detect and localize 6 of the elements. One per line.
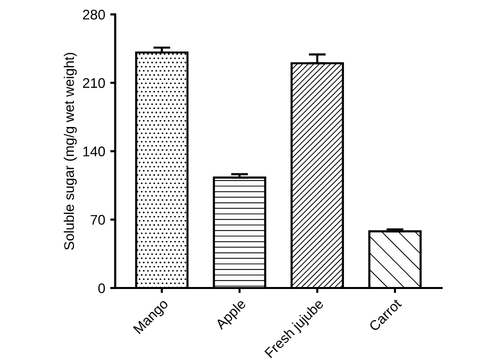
y-axis-title: Soluble sugar (mg/g wet weight) [64,52,77,250]
y-tick-label: 140 [83,146,105,156]
y-tick-label: 70 [90,214,105,225]
y-tick-label: 0 [98,283,105,294]
y-tick-label: 210 [83,78,105,88]
y-tick-label: 280 [83,10,105,20]
